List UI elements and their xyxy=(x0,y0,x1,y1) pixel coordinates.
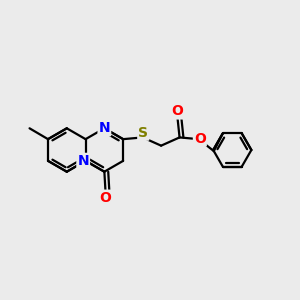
Text: S: S xyxy=(138,126,148,140)
Text: O: O xyxy=(99,191,111,205)
Text: N: N xyxy=(77,154,89,168)
Text: O: O xyxy=(194,132,206,145)
Text: N: N xyxy=(98,121,110,135)
Text: O: O xyxy=(171,104,183,118)
